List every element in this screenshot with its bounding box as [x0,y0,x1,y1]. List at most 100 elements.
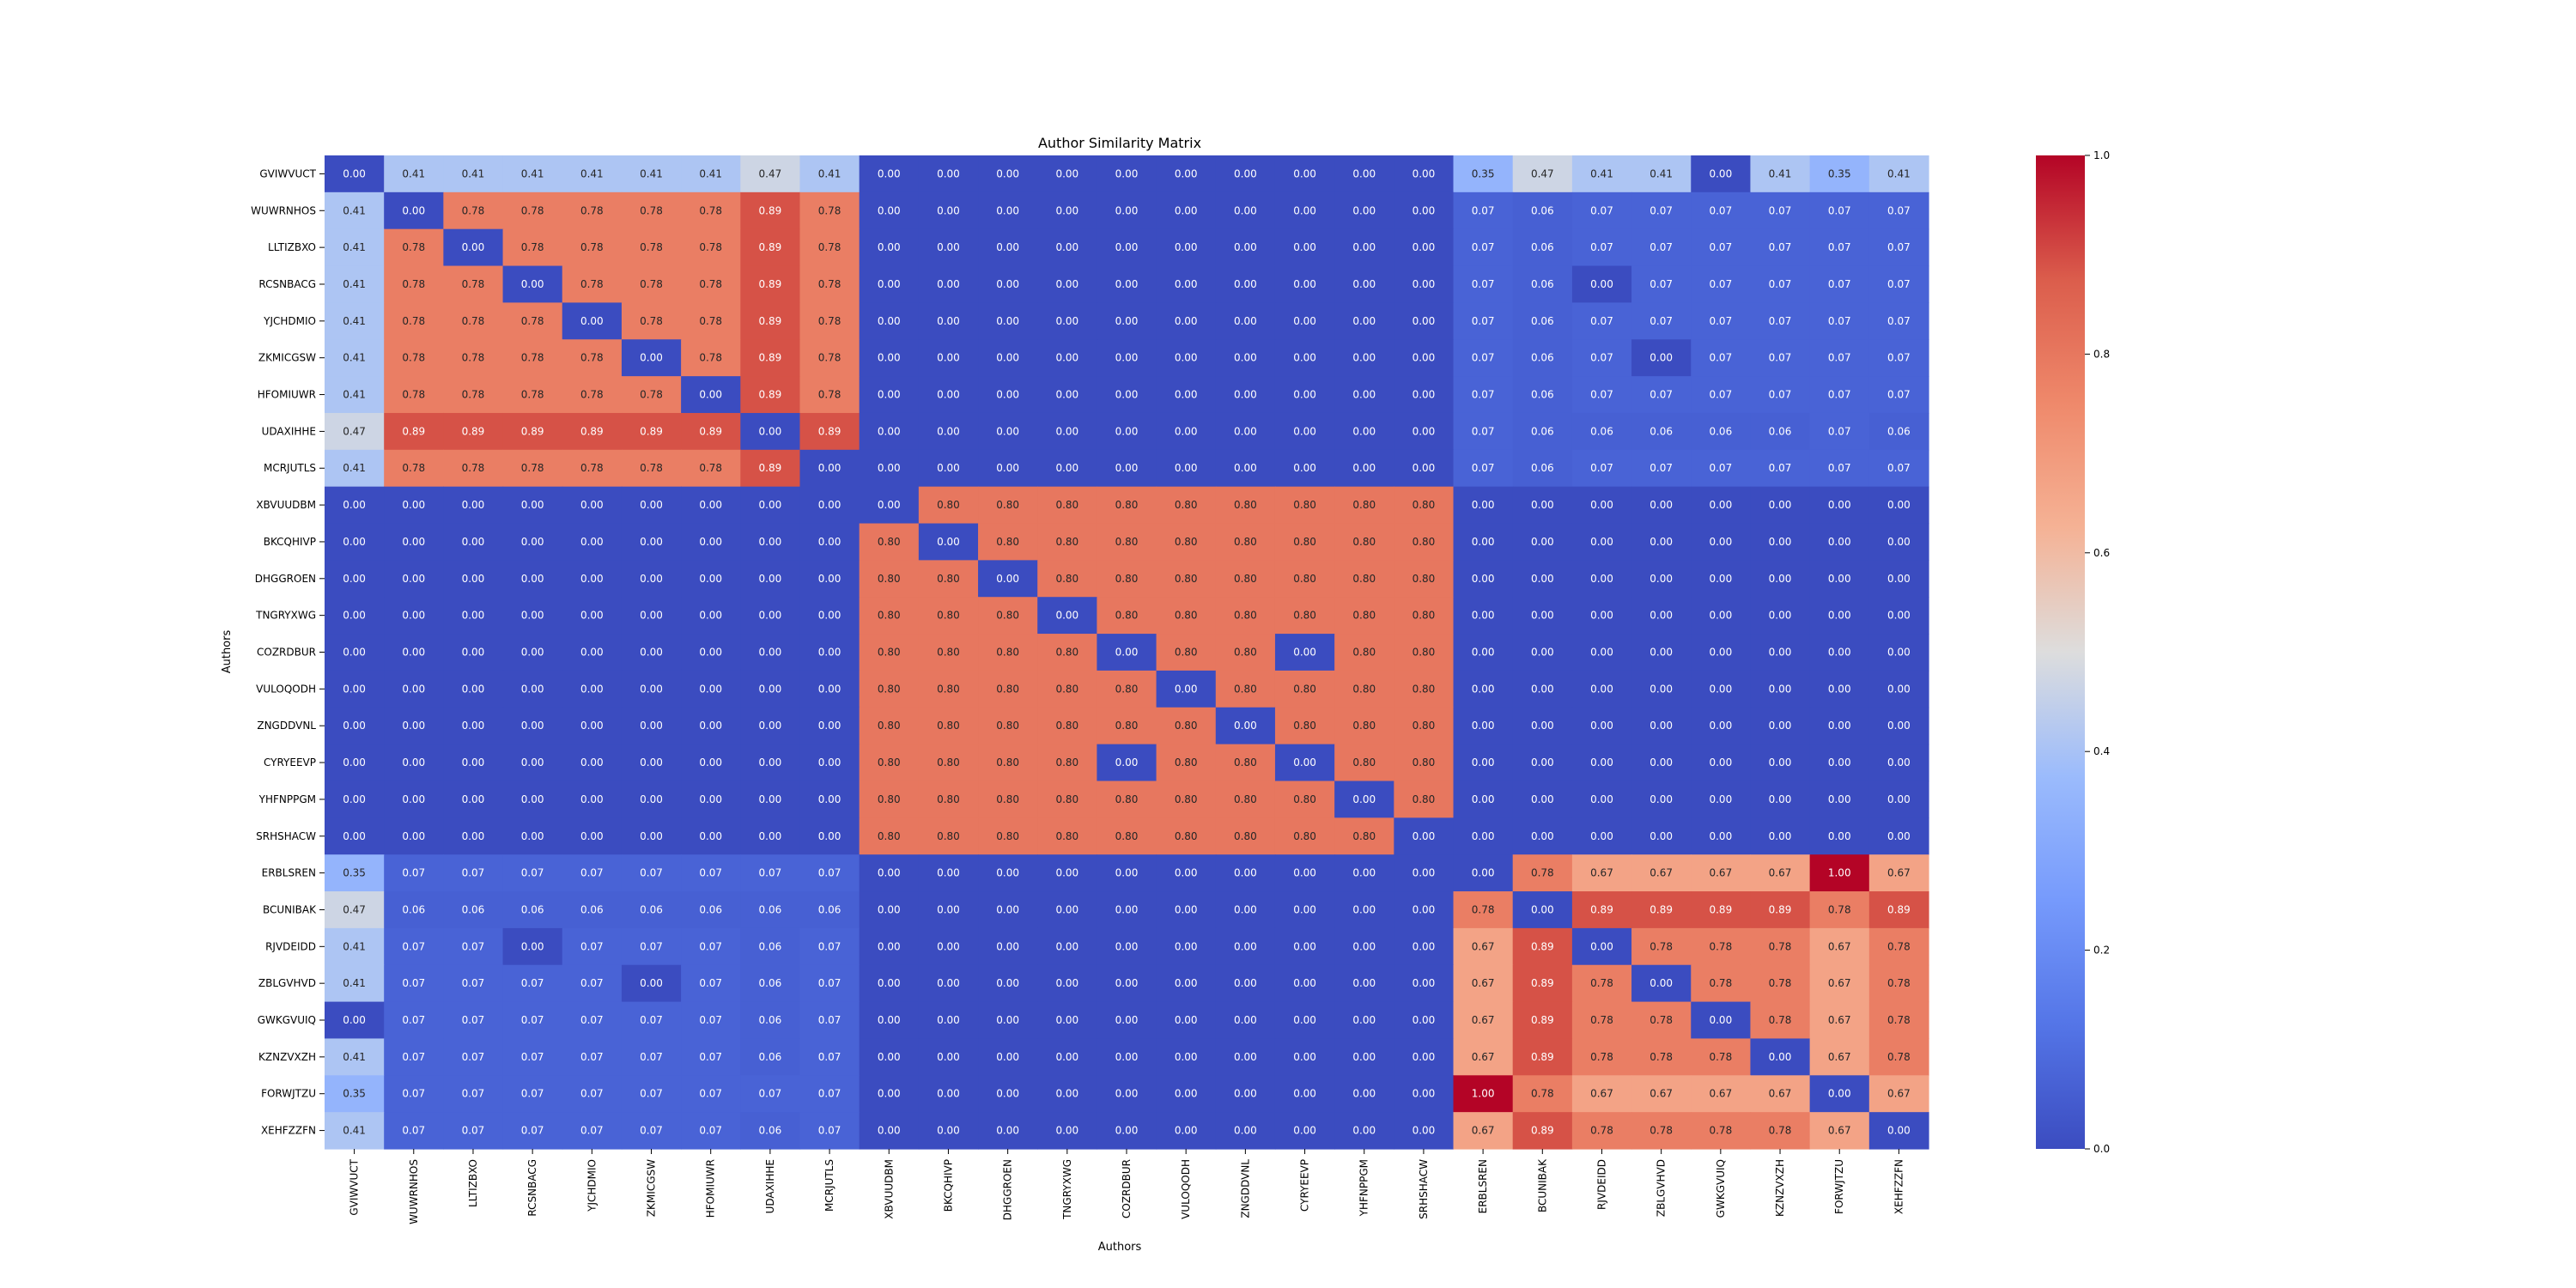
heatmap-cell [1512,707,1573,745]
heatmap-cell [740,891,801,929]
heatmap-cell [1691,817,1752,855]
cell-value-label: 0.80 [1115,499,1139,511]
heatmap-cell [740,744,801,782]
cell-value-label: 0.07 [1828,315,1851,327]
heatmap-cell [1512,781,1573,818]
cell-value-label: 0.78 [521,241,544,253]
cell-value-label: 0.07 [640,1051,663,1063]
cell-value-label: 0.00 [878,499,901,511]
x-tick-label: DHGGROEN [1002,1159,1014,1220]
cell-value-label: 0.07 [1769,352,1792,364]
heatmap-cell [1037,964,1098,1003]
heatmap-cell [1097,670,1157,708]
cell-value-label: 1.00 [1472,1088,1495,1100]
heatmap-cell [918,302,979,340]
heatmap-cell [1215,486,1276,525]
heatmap-cell [799,891,860,929]
heatmap-cell [1215,597,1276,635]
cell-value-label: 0.07 [640,1014,663,1026]
heatmap-cell [740,155,801,193]
cell-value-label: 1.00 [1828,867,1851,879]
cell-value-label: 0.00 [1293,1088,1316,1100]
heatmap-cell [1097,155,1157,193]
x-tick-label: LLTIZBXO [467,1159,479,1207]
cell-value-label: 0.78 [1649,1051,1673,1063]
heatmap-cell [1631,1112,1692,1150]
heatmap-cell [325,854,385,892]
heatmap-cell [681,891,741,929]
heatmap-cell [740,265,801,304]
cell-value-label: 0.00 [640,536,663,548]
cell-value-label: 0.00 [1531,756,1554,769]
heatmap-cell [1750,412,1811,451]
heatmap-cell [1097,634,1157,671]
heatmap-cell [1631,854,1692,892]
cell-value-label: 0.00 [1293,425,1316,437]
cell-value-label: 0.00 [640,793,663,805]
heatmap-cell [1750,228,1811,267]
heatmap-cell [1394,817,1455,855]
heatmap-cell [1868,1112,1929,1150]
cell-value-label: 0.89 [580,425,604,437]
heatmap-cell [562,1112,623,1150]
cell-value-label: 0.41 [1590,167,1613,179]
cell-value-label: 0.00 [580,793,604,805]
cell-value-label: 0.80 [1115,610,1139,622]
cell-value-label: 0.00 [521,940,544,952]
heatmap-cell [799,486,860,525]
cell-value-label: 0.41 [343,389,366,401]
heatmap-cell [1691,228,1752,267]
cell-value-label: 0.00 [1234,903,1257,915]
cell-value-label: 0.00 [1115,940,1139,952]
cell-value-label: 0.00 [1115,1051,1139,1063]
y-tick-label: HFOMIUWR [258,389,316,401]
heatmap-cell [1453,265,1514,304]
cell-value-label: 0.78 [699,462,722,474]
cell-value-label: 0.07 [699,977,722,989]
cell-value-label: 0.00 [1887,499,1911,511]
heatmap-cell [1631,964,1692,1003]
heatmap-cell [621,339,682,377]
heatmap-cell [621,412,682,451]
x-tick-label: MCRJUTLS [823,1159,835,1212]
heatmap-cell [1097,265,1157,304]
cell-value-label: 0.89 [462,425,485,437]
cell-value-label: 0.00 [699,830,722,842]
cell-value-label: 0.00 [1352,352,1376,364]
cell-value-label: 0.06 [1590,425,1613,437]
heatmap-cell [443,376,504,414]
heatmap-cell [918,486,979,525]
heatmap-cell [799,854,860,892]
heatmap-cell [740,927,801,966]
heatmap-cell [918,1001,979,1040]
cell-value-label: 0.00 [1590,499,1613,511]
heatmap-cell [681,854,741,892]
cell-value-label: 0.07 [699,940,722,952]
cell-value-label: 0.00 [1887,756,1911,769]
heatmap-cell [1274,707,1335,745]
heatmap-cell [1394,1001,1455,1040]
cell-value-label: 0.80 [1234,756,1257,769]
heatmap-cell [443,597,504,635]
heatmap-cell [1215,412,1276,451]
cell-value-label: 0.00 [1472,830,1495,842]
cell-value-label: 0.00 [759,499,782,511]
heatmap-cell [1334,670,1394,708]
cell-value-label: 0.00 [1413,315,1436,327]
cell-value-label: 0.00 [462,536,485,548]
cell-value-label: 0.80 [996,647,1019,659]
cell-value-label: 0.80 [996,499,1019,511]
heatmap-cell [1512,155,1573,193]
heatmap-cell [978,560,1038,598]
cell-value-label: 0.00 [1590,536,1613,548]
heatmap-cell [1334,339,1394,377]
cell-value-label: 0.00 [996,389,1019,401]
heatmap-cell [1571,228,1632,267]
cell-value-label: 0.00 [402,756,425,769]
heatmap-cell [1691,854,1752,892]
heatmap-cell [1631,412,1692,451]
heatmap-cell [1868,744,1929,782]
heatmap-cell [1453,964,1514,1003]
heatmap-cell [1394,1075,1455,1113]
heatmap-cell [1512,927,1573,966]
